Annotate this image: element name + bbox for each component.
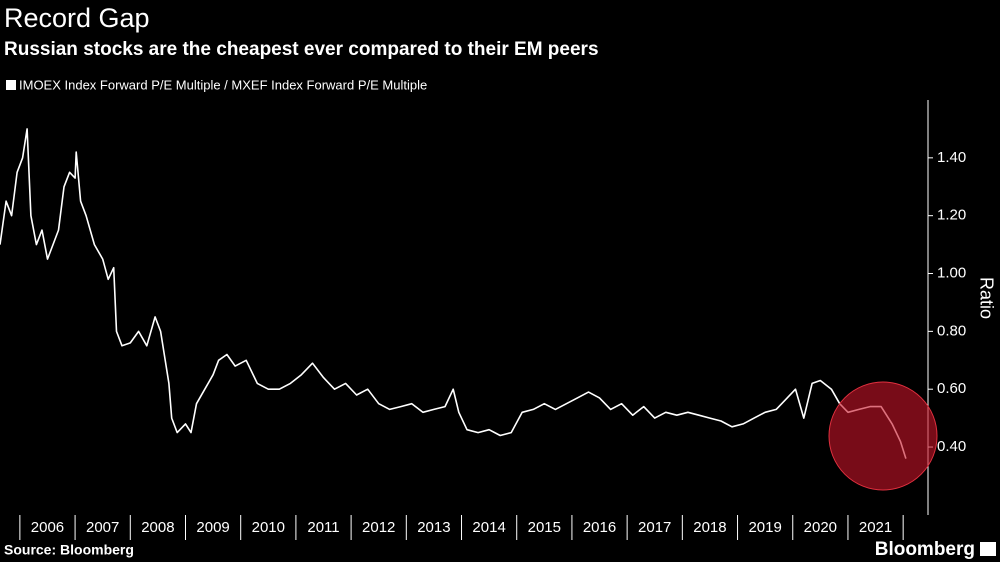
x-tick-label: 2011 (307, 519, 339, 536)
x-tick-label: 2009 (196, 519, 229, 536)
x-tick-label: 2020 (804, 519, 837, 536)
x-tick-label: 2018 (693, 519, 726, 536)
x-tick-label: 2014 (472, 519, 505, 536)
x-tick-label: 2021 (859, 519, 892, 536)
x-tick-label: 2019 (748, 519, 781, 536)
source: Source: Bloomberg (4, 542, 134, 558)
legend-swatch (6, 80, 16, 90)
series-line (0, 128, 907, 459)
x-tick-label: 2012 (362, 519, 395, 536)
x-tick-label: 2008 (141, 519, 174, 536)
highlight-circle (828, 381, 938, 491)
chart-title: Record Gap (4, 3, 150, 33)
legend-label: IMOEX Index Forward P/E Multiple / MXEF … (19, 77, 427, 92)
chart-subtitle: Russian stocks are the cheapest ever com… (4, 39, 599, 60)
y-tick-label: 1.00 (937, 264, 966, 281)
y-axis-label: Ratio (976, 277, 996, 319)
x-tick-label: 2010 (252, 519, 285, 536)
brand: Bloomberg (875, 539, 975, 560)
y-tick-label: 0.80 (937, 322, 966, 339)
x-tick-label: 2017 (638, 519, 671, 536)
x-tick-label: 2016 (583, 519, 616, 536)
x-tick-label: 2007 (86, 519, 119, 536)
x-tick-label: 2015 (528, 519, 561, 536)
y-tick-label: 1.20 (937, 207, 966, 224)
y-tick-label: 0.40 (937, 438, 966, 455)
x-tick-label: 2006 (31, 519, 64, 536)
y-tick-label: 0.60 (937, 380, 966, 397)
y-tick-label: 1.40 (937, 149, 966, 166)
x-tick-label: 2013 (417, 519, 450, 536)
brand-icon (980, 542, 996, 556)
